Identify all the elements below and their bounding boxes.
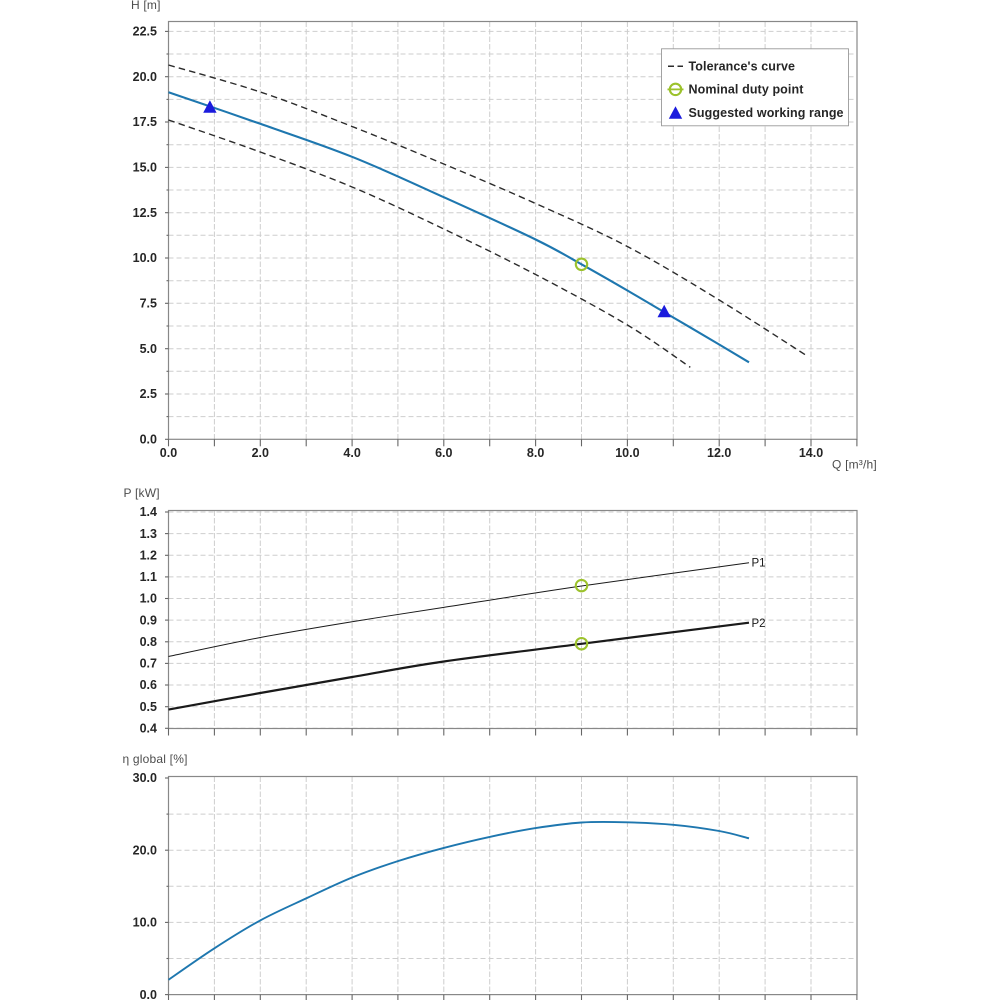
svg-text:10.0: 10.0	[615, 446, 639, 460]
svg-text:0.9: 0.9	[140, 613, 157, 627]
svg-text:1.3: 1.3	[140, 527, 157, 541]
svg-text:P2: P2	[752, 618, 766, 630]
svg-text:5.0: 5.0	[140, 342, 157, 356]
svg-text:1.4: 1.4	[140, 505, 157, 519]
svg-text:2.5: 2.5	[140, 387, 157, 401]
svg-text:10.0: 10.0	[133, 251, 157, 265]
svg-text:Tolerance's curve: Tolerance's curve	[689, 60, 796, 74]
svg-text:2.0: 2.0	[252, 446, 269, 460]
svg-text:0.0: 0.0	[160, 446, 177, 460]
svg-text:H [m]: H [m]	[131, 0, 161, 12]
svg-text:0.0: 0.0	[140, 988, 157, 1000]
svg-text:12.5: 12.5	[133, 206, 157, 220]
svg-text:Nominal duty point: Nominal duty point	[689, 83, 805, 97]
svg-text:15.0: 15.0	[133, 161, 157, 175]
svg-text:0.7: 0.7	[140, 657, 157, 671]
svg-text:4.0: 4.0	[343, 446, 360, 460]
svg-text:1.2: 1.2	[140, 549, 157, 563]
svg-text:P1: P1	[752, 558, 766, 570]
svg-text:30.0: 30.0	[133, 771, 157, 785]
svg-text:20.0: 20.0	[133, 843, 157, 857]
svg-text:0.4: 0.4	[140, 722, 157, 736]
svg-text:0.8: 0.8	[140, 635, 157, 649]
svg-text:22.5: 22.5	[133, 25, 157, 39]
svg-text:7.5: 7.5	[140, 297, 157, 311]
svg-text:10.0: 10.0	[133, 916, 157, 930]
svg-text:Suggested working range: Suggested working range	[689, 106, 844, 120]
svg-text:12.0: 12.0	[707, 446, 731, 460]
svg-text:η global [%]: η global [%]	[123, 752, 188, 766]
svg-text:Q [m³/h]: Q [m³/h]	[832, 458, 877, 472]
svg-text:17.5: 17.5	[133, 115, 157, 129]
svg-text:1.1: 1.1	[140, 570, 157, 584]
svg-text:6.0: 6.0	[435, 446, 452, 460]
svg-text:8.0: 8.0	[527, 446, 544, 460]
svg-text:0.0: 0.0	[140, 433, 157, 447]
svg-text:P [kW]: P [kW]	[124, 486, 160, 500]
svg-text:14.0: 14.0	[799, 446, 823, 460]
svg-text:0.5: 0.5	[140, 700, 157, 714]
svg-text:1.0: 1.0	[140, 592, 157, 606]
svg-text:0.6: 0.6	[140, 678, 157, 692]
svg-text:20.0: 20.0	[133, 70, 157, 84]
